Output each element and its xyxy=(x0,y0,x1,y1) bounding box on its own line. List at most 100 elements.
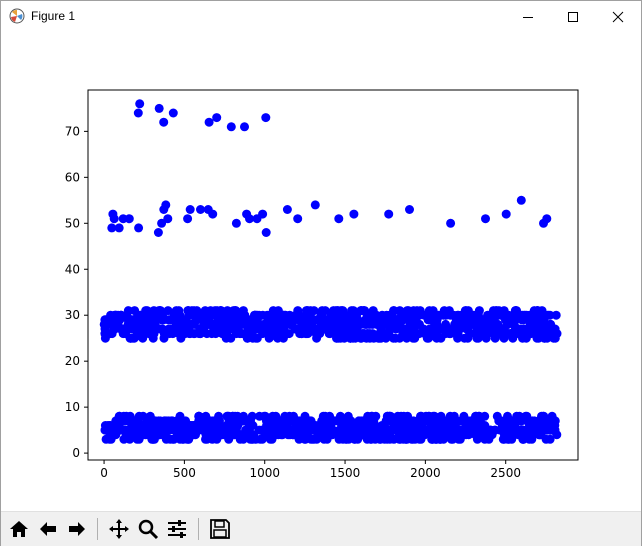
scatter-point xyxy=(154,310,164,320)
scatter-point xyxy=(410,333,420,343)
scatter-point xyxy=(188,425,198,435)
y-tick-label: 40 xyxy=(65,262,80,276)
forward-button[interactable] xyxy=(64,516,90,542)
window-title: Figure 1 xyxy=(31,9,76,23)
scatter-point xyxy=(207,421,217,430)
scatter-point xyxy=(469,425,479,435)
scatter-point xyxy=(261,228,271,237)
scatter-point xyxy=(349,315,358,325)
scatter-point xyxy=(534,329,544,339)
scatter-point xyxy=(208,209,218,219)
scatter-point xyxy=(395,306,405,316)
scatter-point xyxy=(501,209,511,219)
scatter-point xyxy=(339,425,349,435)
scatter-point xyxy=(445,329,455,339)
scatter-point xyxy=(419,430,429,440)
back-button[interactable] xyxy=(35,516,61,542)
scatter-point xyxy=(367,416,377,426)
home-button[interactable] xyxy=(6,516,32,542)
scatter-point xyxy=(200,306,210,316)
scatter-point xyxy=(212,319,222,329)
y-axis-ticks: 0 10 20 30 40 50 60 70 xyxy=(65,124,88,460)
scatter-point xyxy=(291,310,301,320)
scatter-point xyxy=(212,113,222,123)
scatter-point xyxy=(126,315,136,325)
scatter-point xyxy=(546,425,556,435)
matplotlib-figure-icon xyxy=(9,8,25,24)
scatter-point xyxy=(545,434,555,444)
minimize-button[interactable] xyxy=(505,1,550,32)
scatter-point xyxy=(302,416,312,426)
scatter-point xyxy=(474,315,484,325)
scatter-point xyxy=(422,333,432,343)
scatter-point xyxy=(135,99,145,109)
minimize-icon xyxy=(522,16,533,18)
scatter-point xyxy=(529,425,539,435)
scatter-point xyxy=(147,434,157,444)
figure-canvas[interactable]: 0 500 1000 1500 2000 2500 0 10 20 30 40 50 60 70 xyxy=(1,32,641,510)
scatter-point xyxy=(366,434,376,444)
scatter-point xyxy=(263,319,273,329)
scatter-point xyxy=(245,214,254,224)
save-button[interactable] xyxy=(207,516,233,542)
scatter-point xyxy=(467,315,477,325)
scatter-point xyxy=(110,324,120,334)
scatter-point xyxy=(552,430,562,440)
scatter-point xyxy=(512,306,521,316)
scatter-point xyxy=(243,319,253,329)
scatter-point xyxy=(431,324,441,334)
scatter-point xyxy=(159,333,169,343)
scatter-point xyxy=(516,195,526,205)
scatter-point xyxy=(494,306,504,316)
y-tick-label: 0 xyxy=(72,446,80,460)
scatter-point xyxy=(414,319,424,329)
scatter-point xyxy=(356,306,366,316)
scatter-point xyxy=(201,425,211,435)
scatter-point xyxy=(523,329,533,339)
toolbar-separator xyxy=(97,518,98,540)
scatter-point xyxy=(302,306,312,316)
scatter-point xyxy=(405,205,414,214)
scatter-point xyxy=(240,122,249,132)
scatter-point xyxy=(125,333,135,343)
title-bar[interactable]: Figure 1 xyxy=(1,1,641,32)
x-tick-label: 0 xyxy=(100,466,108,480)
pan-button[interactable] xyxy=(106,516,132,542)
scatter-point xyxy=(177,430,187,440)
scatter-point xyxy=(508,425,518,435)
scatter-point xyxy=(170,324,180,334)
scatter-point xyxy=(302,329,312,339)
back-arrow-icon xyxy=(40,522,56,536)
scatter-point xyxy=(444,425,454,435)
scatter-point xyxy=(228,416,238,426)
scatter-point xyxy=(383,411,392,421)
scatter-point xyxy=(370,310,380,320)
scatter-point xyxy=(185,205,195,214)
scatter-point xyxy=(505,329,515,339)
scatter-point xyxy=(385,310,395,320)
scatter-point xyxy=(169,425,179,435)
scatter-point xyxy=(337,310,347,320)
scatter-point xyxy=(484,434,494,444)
scatter-point xyxy=(436,430,446,440)
scatter-point xyxy=(401,430,411,440)
scatter-point xyxy=(134,425,143,435)
scatter-point xyxy=(171,306,181,316)
scatter-point xyxy=(492,411,502,421)
scatter-point xyxy=(197,324,207,334)
scatter-point xyxy=(252,315,262,325)
scatter-point xyxy=(390,333,400,343)
scatter-point xyxy=(295,425,305,435)
x-tick-label: 1000 xyxy=(249,466,280,480)
scatter-point xyxy=(509,319,519,329)
scatter-point xyxy=(154,103,164,113)
configure-subplots-button[interactable] xyxy=(164,516,190,542)
scatter-point xyxy=(221,333,231,343)
scatter-point xyxy=(157,218,167,228)
maximize-button[interactable] xyxy=(550,1,595,32)
scatter-point xyxy=(428,411,438,421)
scatter-point xyxy=(372,319,382,329)
close-button[interactable] xyxy=(595,1,640,32)
zoom-button[interactable] xyxy=(135,516,161,542)
scatter-point xyxy=(281,319,291,329)
